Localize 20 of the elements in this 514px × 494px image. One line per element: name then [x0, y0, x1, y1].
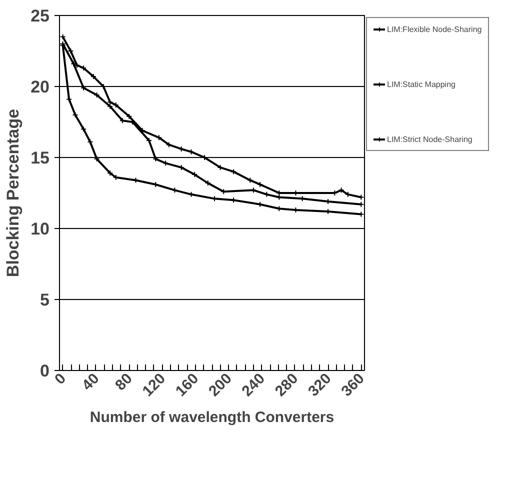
- x-tick-label: 280: [272, 370, 302, 400]
- x-tick-label: 0: [52, 370, 70, 388]
- legend-label: LIM:Strict Node-Sharing: [387, 134, 472, 144]
- x-tick-label: 160: [172, 370, 202, 400]
- legend-label: LIM:Flexible Node-Sharing: [387, 24, 482, 34]
- y-tick-label: 20: [30, 78, 50, 96]
- y-tick-label: 10: [30, 220, 50, 238]
- y-axis-title: Blocking Percentage: [4, 108, 23, 278]
- y-tick-label: 5: [40, 290, 50, 310]
- x-tick-label: 120: [139, 370, 169, 400]
- x-tick-label: 240: [238, 370, 268, 400]
- x-tick-label: 200: [206, 370, 236, 400]
- x-tick-label: 40: [78, 370, 103, 394]
- x-tick-label: 80: [112, 370, 136, 394]
- y-tick-label: 15: [30, 148, 50, 168]
- x-tick-label: 320: [305, 370, 335, 400]
- x-axis-title: Number of wavelength Converters: [90, 408, 334, 426]
- legend-label: LIM:Static Mapping: [387, 79, 456, 89]
- y-tick-label: 25: [30, 6, 50, 26]
- x-tick-label: 360: [338, 370, 368, 400]
